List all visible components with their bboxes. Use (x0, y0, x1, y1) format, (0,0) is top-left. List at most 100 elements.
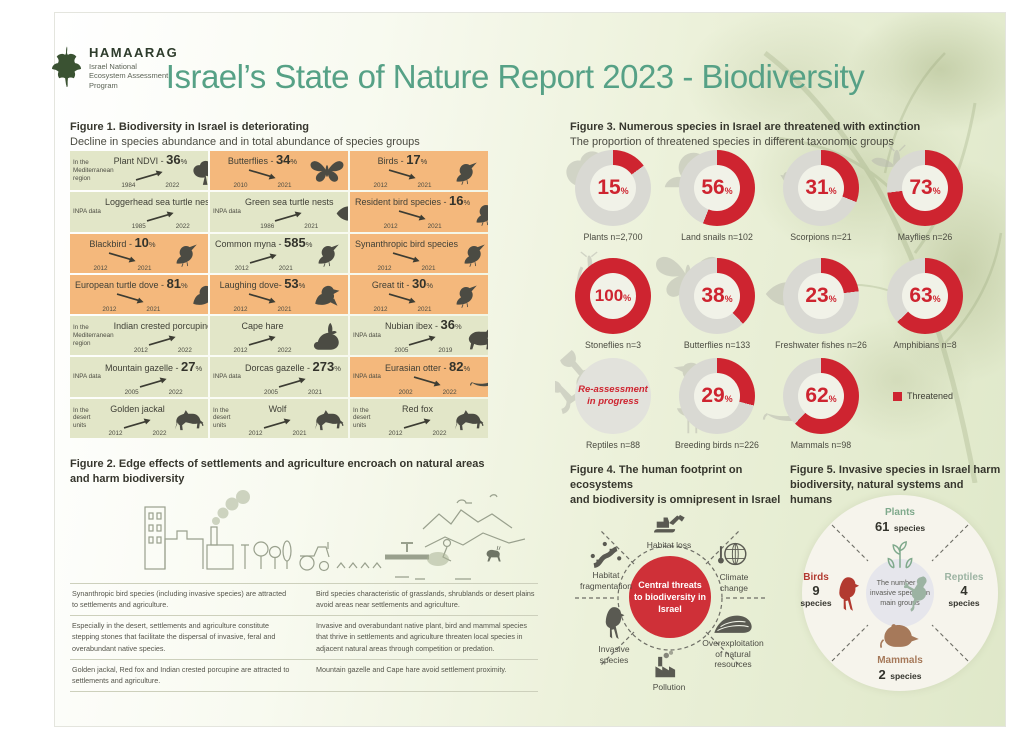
figure1-header: Figure 1. Biodiversity in Israel is dete… (70, 121, 420, 148)
legend-swatch (893, 391, 902, 401)
settlement-to-nature-illustration (144, 490, 525, 580)
tree-icon (187, 156, 208, 186)
donut-scorpions: 31% Scorpions n=21 (769, 150, 873, 242)
coypu-icon (878, 614, 922, 650)
plant-icon (885, 537, 915, 569)
fig1-cell-porcupine: In the Mediterranean region Indian crest… (70, 316, 208, 356)
threat-pollution: Pollution (634, 650, 704, 693)
cell-note: INPA data (353, 331, 381, 339)
figure4-header: Figure 4. The human footprint on ecosyst… (570, 464, 781, 506)
trend-arrow-icon (240, 333, 286, 347)
logo-name: HAMAARAG (89, 45, 179, 60)
trend-arrow-icon (390, 209, 436, 223)
trend-arrow-icon (400, 333, 446, 347)
hare-icon (310, 321, 344, 351)
cell-note: In the Mediterranean region (73, 323, 114, 347)
jay-icon (450, 156, 484, 186)
invasive-group-mammals: Mammals 2 species (848, 614, 952, 684)
otter-icon (470, 362, 488, 392)
table-row: Golden jackal, Red fox and Indian creste… (70, 658, 538, 691)
cell-note: INPA data (353, 373, 381, 381)
figure2-header: Figure 2. Edge effects of settlements an… (70, 458, 485, 485)
hamaarag-logo: HAMAARAG Israel National Ecosystem Asses… (52, 45, 178, 90)
trend-arrow-icon (380, 168, 426, 182)
donut-mayflies: 73% Mayflies n=26 (873, 150, 977, 242)
factory-icon (650, 650, 688, 680)
trend-arrow-icon (100, 251, 146, 265)
cell-note: In the desert units (353, 406, 371, 430)
fig1-cell-butterflies: Butterflies - 34% 2010 2021 (210, 151, 348, 191)
gecko-icon (904, 574, 936, 612)
cell-note: INPA data (213, 373, 241, 381)
threat-habitat-fragmentation: Habitat fragmentation (566, 538, 646, 591)
fig1-cell-eurasian-otter: INPA data Eurasian otter - 82% 2002 2022 (350, 357, 488, 397)
table-row: Synanthropic bird species (including inv… (70, 583, 538, 615)
figure2-findings-table: Synanthropic bird species (including inv… (70, 583, 538, 693)
donut-land-snails: 56% Land snails n=102 (665, 150, 769, 242)
trend-arrow-icon (266, 209, 312, 223)
trend-arrow-icon (240, 292, 286, 306)
trend-arrow-icon (241, 251, 287, 265)
finding-text: Golden jackal, Red fox and Indian creste… (72, 664, 290, 685)
tit-icon (450, 279, 484, 309)
fig1-cell-synanthropic-birds: Synanthropic bird species 2012 2021 (350, 233, 488, 273)
parrot-icon (601, 606, 627, 642)
finding-text: Bird species characteristic of grassland… (316, 589, 535, 610)
starling-icon (458, 238, 488, 268)
invasive-group-plants: Plants 61 species (845, 507, 955, 574)
trend-arrow-icon (384, 251, 430, 265)
trend-arrow-icon (405, 375, 451, 389)
cell-note: In the desert units (73, 406, 91, 430)
figure3-header: Figure 3. Numerous species in Israel are… (570, 121, 921, 148)
cell-note: INPA data (73, 373, 101, 381)
fig-leaf-icon (52, 45, 82, 89)
fig1-cell-green-turtle: INPA data Green sea turtle nests 1986 202… (210, 192, 348, 232)
trend-arrow-icon (108, 292, 154, 306)
fig1-cell-laughing-dove: Laughing dove- 53% 2012 2021 (210, 274, 348, 315)
trend-arrow-icon (255, 416, 301, 430)
myna-icon (312, 238, 346, 268)
finding-text: Especially in the desert, settlements an… (72, 621, 276, 653)
fig1-cell-dorcas-gazelle: INPA data Dorcas gazelle - 273% 2005 2021 (210, 357, 348, 397)
cell-note: In the Mediterranean region (73, 158, 114, 182)
sea-turtle-icon (334, 197, 348, 227)
fig1-cell-loggerhead-turtle: INPA data Loggerhead sea turtle nests 19… (70, 192, 208, 232)
finding-text: Invasive and overabundant native plant, … (316, 621, 527, 653)
legend-label: Threatened (907, 391, 954, 401)
threat-invasive-species: Invasive species (584, 606, 644, 665)
donut-stoneflies: 100% Stoneflies n=3 (561, 258, 665, 350)
gazelle-icon (202, 362, 208, 392)
trend-arrow-icon (140, 333, 186, 347)
fig1-cell-mountain-gazelle: INPA data Mountain gazelle - 27% 2005 202… (70, 357, 208, 397)
diagram-dashed-lines (831, 524, 969, 662)
trend-arrow-icon (395, 416, 441, 430)
fig1-cell-great-tit: Great tit - 30% 2012 2021 (350, 274, 488, 315)
threat-habitat-loss: Habitat loss (632, 508, 706, 551)
page-title: Israel’s State of Nature Report 2023 - B… (165, 58, 865, 95)
table-row: Especially in the desert, settlements an… (70, 615, 538, 658)
threat-overexploitation: Overexploitation of natural resources (692, 608, 774, 670)
trend-arrow-icon (240, 168, 286, 182)
gazelle-icon (341, 362, 348, 392)
trend-arrow-icon (115, 416, 161, 430)
threats-diagram-rays (574, 529, 766, 667)
threatened-legend: Threatened (893, 391, 953, 401)
globe-thermometer-icon (717, 538, 751, 570)
threat-climate-change: Climate change (706, 538, 762, 593)
figure5-header: Figure 5. Invasive species in Israel har… (790, 464, 1001, 506)
donut-reptiles: Re-assessment in progress Reptiles n=88 (561, 358, 665, 450)
parrot-icon (834, 576, 862, 614)
fig1-cell-cape-hare: Cape hare 2012 2022 (210, 316, 348, 356)
fig1-cell-european-turtle-dove: European turtle dove - 81% 2012 2021 (70, 274, 208, 315)
cell-note: In the desert units (213, 406, 231, 430)
donut-butterflies: 38% Butterflies n=133 (665, 258, 769, 350)
fig1-cell-wolf: In the desert units Wolf 2012 2021 (210, 398, 348, 438)
trend-arrow-icon (138, 209, 184, 223)
butterfly-icon (310, 156, 344, 186)
excavator-icon (649, 508, 689, 538)
songbird-icon (470, 197, 488, 227)
trend-arrow-icon (127, 168, 173, 182)
fig1-cell-common-myna: Common myna - 585% 2012 2021 (210, 233, 348, 273)
finding-text: Mountain gazelle and Cape hare avoid set… (316, 664, 507, 674)
cell-note: INPA data (213, 207, 241, 215)
